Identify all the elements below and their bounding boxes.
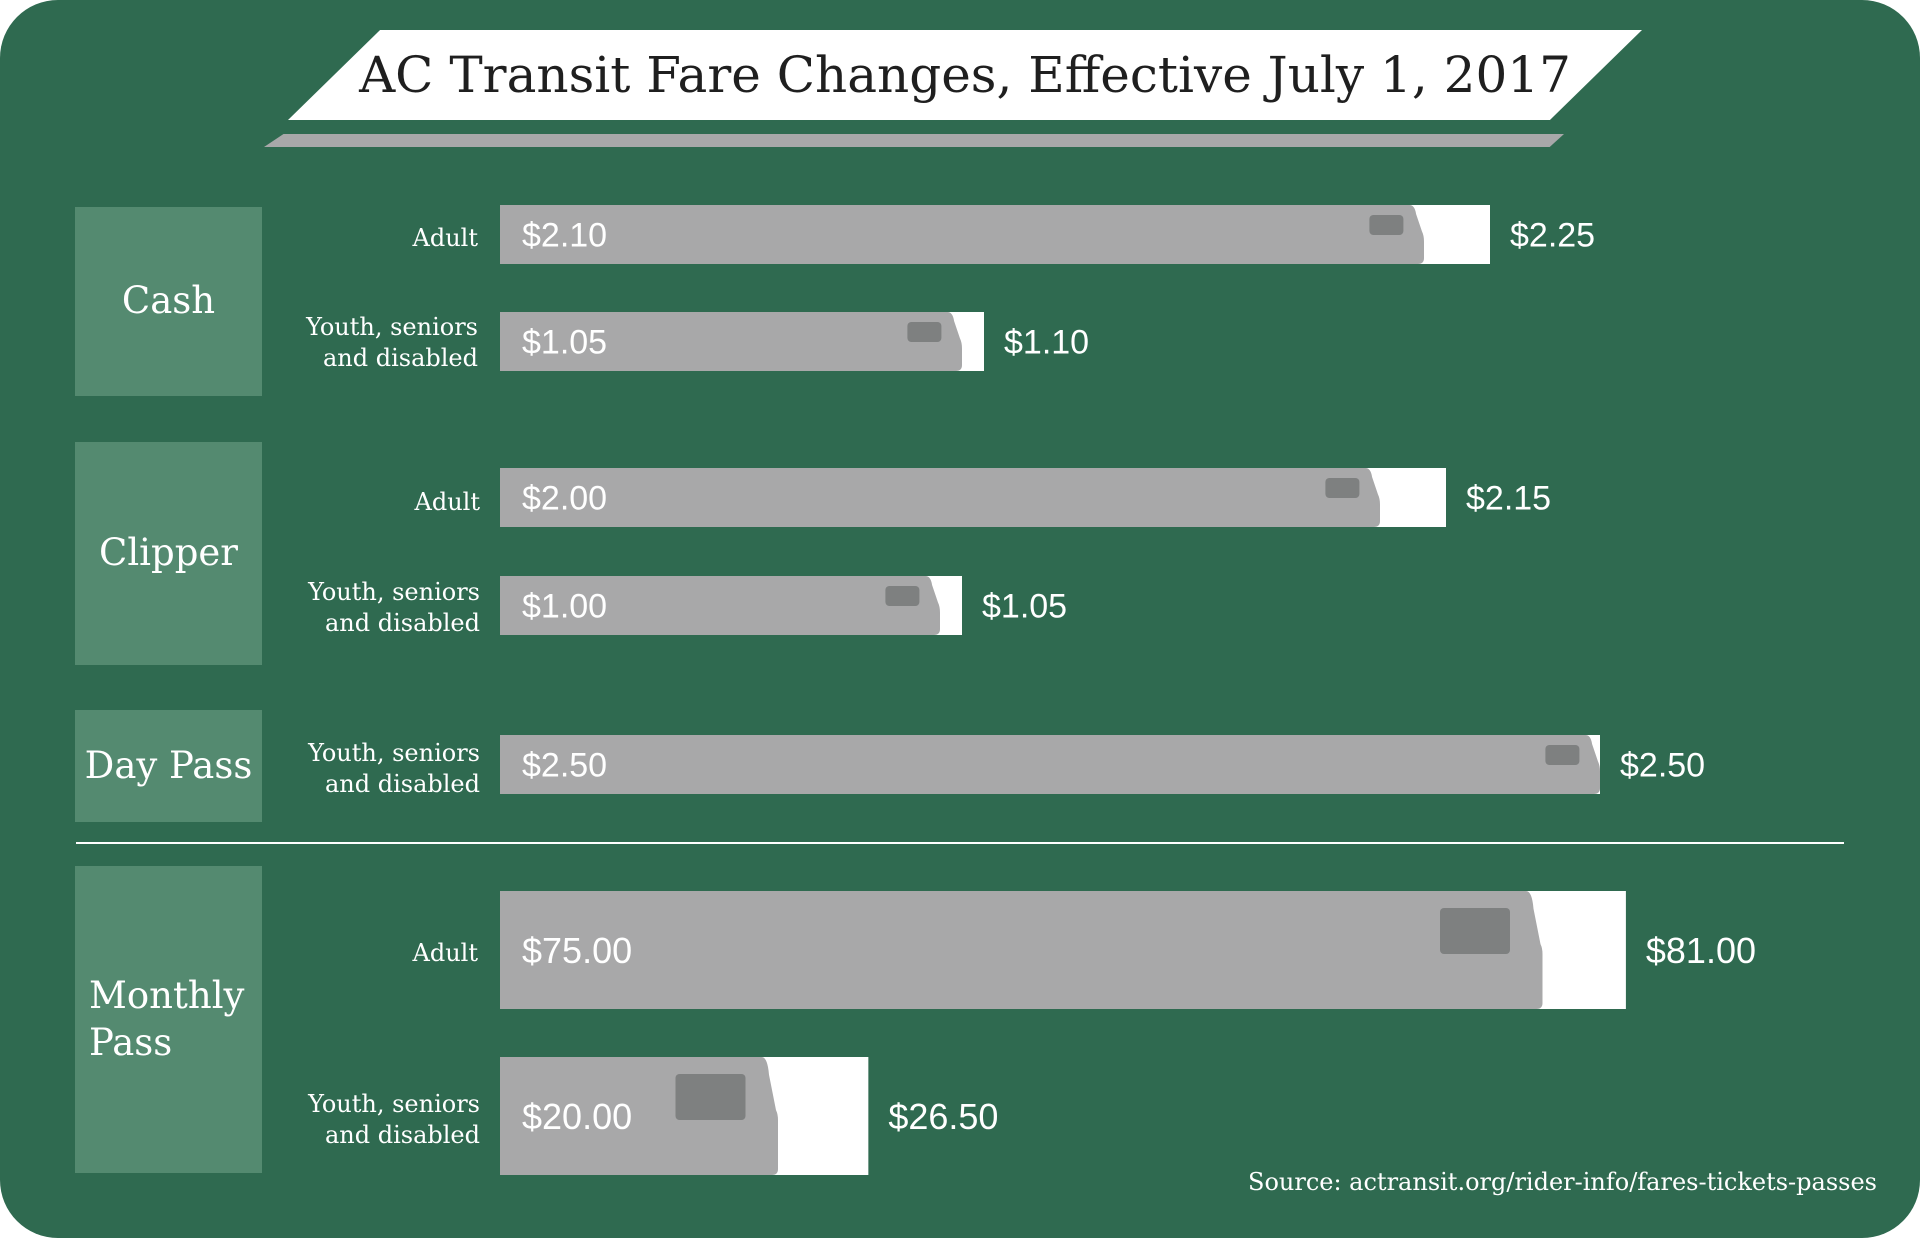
row-label-monthly-adult: Adult [412,939,478,967]
bar-old-monthly-adult [500,891,1543,1009]
bus-window-cash-adult [1369,215,1404,235]
new-fare-label-clipper-adult: $2.15 [1466,480,1551,518]
new-fare-label-monthly-youth: $26.50 [888,1096,998,1137]
category-monthly-pass: Monthly Pass [75,866,262,1173]
category-clipper: Clipper [75,442,262,665]
bus-window-monthly-youth [675,1074,746,1120]
title-banner-shadow [264,134,1564,147]
bus-window-clipper-youth [885,586,920,606]
row-label-clipper-adult: Adult [414,488,480,516]
bus-window-monthly-adult [1440,908,1510,954]
old-fare-label-day-pass-youth: $2.50 [522,747,607,785]
bus-window-clipper-adult [1325,478,1360,498]
bar-old-cash-adult [500,205,1424,264]
source-note: Source: actransit.org/rider-info/fares-t… [1248,1168,1877,1196]
old-fare-label-clipper-adult: $2.00 [522,480,607,518]
bar-old-clipper-youth [500,576,940,635]
old-fare-label-monthly-youth: $20.00 [522,1096,632,1137]
row-label-monthly-youth: Youth, seniors and disabled [308,1090,480,1149]
section-divider [76,842,1844,844]
category-cash: Cash [75,207,262,396]
bar-old-day-pass-youth [500,735,1600,794]
old-fare-label-clipper-youth: $1.00 [522,588,607,626]
old-fare-label-cash-youth: $1.05 [522,324,607,362]
title-banner [288,30,1642,120]
row-label-clipper-youth: Youth, seniors and disabled [308,578,480,637]
new-fare-label-cash-youth: $1.10 [1004,324,1089,362]
bus-window-day-pass-youth [1545,745,1580,765]
old-fare-label-monthly-adult: $75.00 [522,930,632,971]
category-day-pass: Day Pass [75,710,262,822]
bar-old-clipper-adult [500,468,1380,527]
new-fare-label-clipper-youth: $1.05 [982,588,1067,626]
new-fare-label-cash-adult: $2.25 [1510,217,1595,255]
old-fare-label-cash-adult: $2.10 [522,217,607,255]
row-label-day-pass-youth: Youth, seniors and disabled [308,739,480,798]
bar-old-cash-youth [500,312,962,371]
new-fare-label-monthly-adult: $81.00 [1646,930,1756,971]
bus-window-cash-youth [907,322,942,342]
new-fare-label-day-pass-youth: $2.50 [1620,747,1705,785]
row-label-cash-adult: Adult [412,224,478,252]
row-label-cash-youth: Youth, seniors and disabled [306,313,478,372]
chart-title: AC Transit Fare Changes, Effective July … [359,46,1571,104]
